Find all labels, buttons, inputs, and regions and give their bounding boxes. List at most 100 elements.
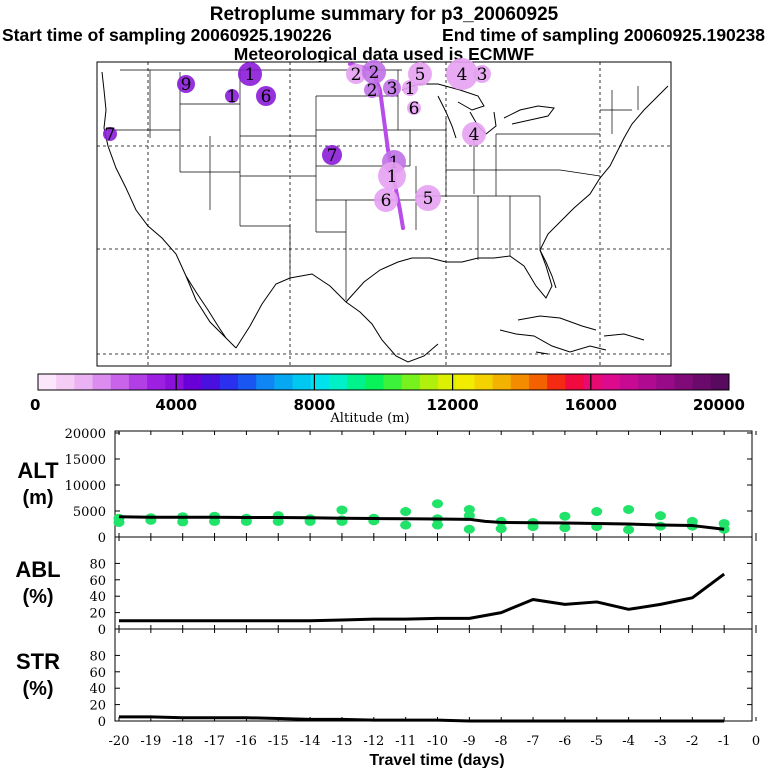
plume-day-label: 2 bbox=[369, 63, 380, 83]
x-tick-label: -17 bbox=[204, 734, 225, 749]
panel-title: ALT bbox=[17, 458, 59, 483]
colorbar-segment bbox=[128, 374, 148, 390]
map-panel: 11967722235143641165 bbox=[96, 58, 672, 367]
colorbar-segment bbox=[74, 374, 93, 390]
y-tick-label: 20 bbox=[89, 607, 106, 622]
plume-circle bbox=[103, 127, 117, 141]
scatter-point bbox=[527, 522, 539, 532]
scatter-point bbox=[209, 516, 221, 526]
colorbar-tick-label: 8000 bbox=[294, 396, 336, 414]
scatter-point bbox=[113, 517, 125, 527]
plume-day-label: 2 bbox=[351, 65, 362, 85]
plume-day-label: 5 bbox=[415, 65, 426, 85]
plume-day-label: 6 bbox=[381, 191, 392, 211]
x-tick-label: -16 bbox=[236, 734, 257, 749]
end-time-label: End time of sampling 20060925.190238 bbox=[442, 25, 765, 45]
figure-title: Retroplume summary for p3_20060925 bbox=[210, 4, 559, 25]
timeseries-panels: 20000150001000050000ALT(m)806040200ABL(%… bbox=[15, 427, 760, 768]
plume-circle bbox=[225, 89, 239, 103]
colorbar-tick-label: 12000 bbox=[427, 396, 479, 414]
scatter-point bbox=[654, 511, 666, 521]
plume-circle bbox=[238, 62, 262, 86]
colorbar-segment bbox=[619, 374, 639, 390]
colorbar-segment bbox=[219, 374, 239, 390]
plume-circle bbox=[408, 62, 432, 86]
plume-day-label: 6 bbox=[409, 99, 420, 119]
plume-day-label: 1 bbox=[405, 79, 416, 99]
series-line bbox=[119, 715, 725, 723]
scatter-point bbox=[463, 524, 475, 534]
x-tick-label: -3 bbox=[654, 734, 667, 749]
colorbar-segment bbox=[565, 374, 584, 390]
colorbar-segment bbox=[365, 374, 384, 390]
plume-circle bbox=[362, 60, 386, 84]
colorbar-segment bbox=[638, 374, 657, 390]
plume-day-label: 1 bbox=[245, 65, 256, 85]
plume-day-label: 5 bbox=[423, 189, 434, 209]
y-tick-label: 0 bbox=[98, 531, 106, 546]
colorbar-segment bbox=[419, 374, 439, 390]
plume-circle bbox=[446, 58, 478, 90]
plume-day-label: 3 bbox=[387, 79, 398, 99]
plume-circle bbox=[402, 80, 418, 96]
plume-day-label: 1 bbox=[227, 87, 238, 107]
plume-day-label: 4 bbox=[469, 125, 480, 145]
panel-ylabel: (m) bbox=[22, 487, 53, 509]
y-tick-label: 20000 bbox=[65, 427, 106, 442]
colorbar-segment bbox=[56, 374, 75, 390]
panel-frame bbox=[114, 628, 753, 722]
colorbar-segment bbox=[292, 374, 312, 390]
plume-circle bbox=[374, 188, 398, 212]
scatter-point bbox=[432, 520, 443, 530]
plume-circle bbox=[378, 162, 406, 190]
colorbar-frame bbox=[37, 373, 730, 391]
y-tick-label: 20 bbox=[89, 699, 106, 714]
y-tick-label: 0 bbox=[98, 623, 106, 638]
colorbar-segment bbox=[110, 374, 130, 390]
x-tick-label: -10 bbox=[427, 734, 448, 749]
plume-day-label: 2 bbox=[367, 81, 378, 101]
colorbar-segment bbox=[328, 374, 348, 390]
plume-circles: 11967722235143641165 bbox=[103, 58, 491, 212]
colorbar-segment bbox=[383, 374, 403, 390]
scatter-point bbox=[400, 520, 412, 530]
y-tick-label: 15000 bbox=[65, 453, 106, 468]
scatter-point bbox=[432, 499, 443, 509]
plume-day-label: 7 bbox=[105, 125, 116, 145]
series-line bbox=[118, 515, 725, 531]
colorbar-tick-label: 0 bbox=[30, 396, 40, 414]
colorbar-segment bbox=[238, 374, 257, 390]
plume-circle bbox=[177, 75, 195, 93]
scatter-point bbox=[623, 525, 635, 535]
scatter-point bbox=[623, 504, 635, 514]
colorbar-segment bbox=[583, 374, 603, 390]
plume-circle bbox=[407, 101, 421, 115]
colorbar-tick-label: 16000 bbox=[565, 396, 617, 414]
colorbar-segment bbox=[183, 374, 203, 390]
colorbar-segment bbox=[274, 374, 293, 390]
colorbar-tick-label: 20000 bbox=[693, 396, 745, 414]
scatter-point bbox=[559, 523, 571, 533]
y-tick-label: 40 bbox=[89, 682, 106, 697]
y-tick-label: 40 bbox=[89, 590, 106, 605]
altitude-colorbar: 0 4000 8000 12000 16000 20000 Altitude (m) bbox=[30, 373, 745, 426]
x-tick-label: -2 bbox=[686, 734, 699, 749]
colorbar-segment bbox=[401, 374, 421, 390]
y-tick-label: 0 bbox=[98, 715, 106, 730]
scatter-point bbox=[495, 524, 507, 534]
scatter-point bbox=[272, 516, 284, 526]
colorbar-segment bbox=[710, 374, 730, 390]
colorbar-segment bbox=[456, 374, 475, 390]
colorbar-segment bbox=[347, 374, 366, 390]
colorbar-segment bbox=[165, 374, 184, 390]
x-tick-label: 0 bbox=[752, 734, 760, 749]
plume-circle bbox=[322, 145, 342, 165]
panel-title: STR bbox=[16, 649, 60, 674]
colorbar-segment bbox=[510, 374, 530, 390]
y-tick-label: 10000 bbox=[65, 479, 106, 494]
scatter-point bbox=[336, 505, 348, 515]
scatter-point bbox=[177, 517, 189, 527]
colorbar-segment bbox=[547, 374, 566, 390]
